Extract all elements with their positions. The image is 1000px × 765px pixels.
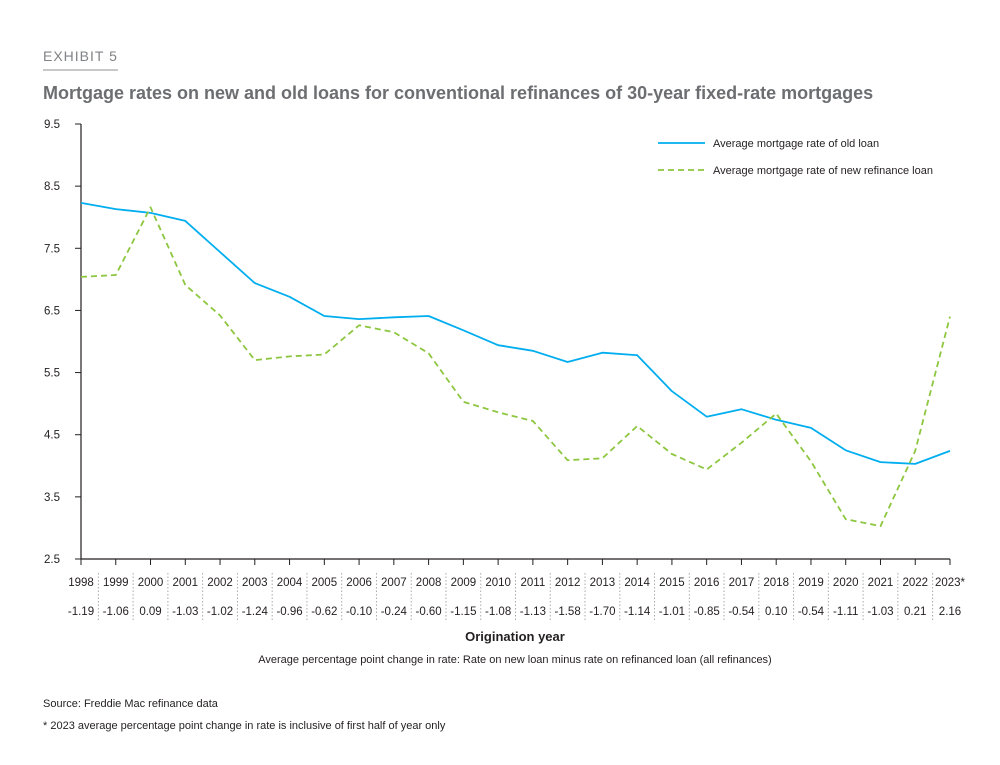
y-tick-label: 5.5 <box>44 368 60 380</box>
x-tick-label: 1998 <box>68 577 94 589</box>
x-tick-label: 2004 <box>277 577 303 589</box>
y-tick-label: 2.5 <box>44 554 60 566</box>
x-tick-label: 2005 <box>312 577 338 589</box>
change-value: -1.14 <box>624 606 651 618</box>
change-value: -1.13 <box>520 606 546 618</box>
x-tick-label: 2016 <box>694 577 720 589</box>
change-value: 2.16 <box>939 606 961 618</box>
x-tick-label: 2010 <box>485 577 511 589</box>
x-tick-label: 2018 <box>763 577 789 589</box>
x-axis-title: Origination year <box>465 629 565 644</box>
x-tick-label: 2015 <box>659 577 685 589</box>
change-row-caption: Average percentage point change in rate:… <box>258 654 772 666</box>
y-tick-label: 8.5 <box>44 181 60 193</box>
change-value: -1.06 <box>103 606 129 618</box>
change-value: -1.70 <box>589 606 615 618</box>
series-line-new-loan <box>80 206 951 527</box>
change-value: -0.54 <box>728 606 755 618</box>
x-tick-label: 2009 <box>451 577 477 589</box>
x-tick-label: 2020 <box>833 577 859 589</box>
change-value: -0.62 <box>311 606 337 618</box>
x-tick-label: 1999 <box>103 577 129 589</box>
x-tick-label: 2011 <box>521 577 546 589</box>
x-tick-label: 2001 <box>172 577 198 589</box>
y-tick-label: 3.5 <box>44 492 60 504</box>
x-tick-label: 2014 <box>624 577 650 589</box>
x-tick-label: 2006 <box>346 577 372 589</box>
x-tick-label: 2003 <box>242 577 268 589</box>
exhibit-label: EXHIBIT 5 <box>43 48 118 71</box>
change-value: 0.09 <box>139 606 161 618</box>
x-tick-label: 2012 <box>555 577 581 589</box>
change-value: -1.03 <box>172 606 198 618</box>
change-value: 0.10 <box>765 606 787 618</box>
change-value: -0.85 <box>694 606 720 618</box>
change-value: -1.01 <box>659 606 685 618</box>
legend-label: Average mortgage rate of old loan <box>713 138 879 150</box>
x-tick-label: 2007 <box>381 577 407 589</box>
change-value: -1.11 <box>833 606 858 618</box>
change-value: -0.60 <box>415 606 441 618</box>
chart-title: Mortgage rates on new and old loans for … <box>43 83 874 103</box>
change-value: -1.19 <box>68 606 94 618</box>
change-value: -1.24 <box>242 606 269 618</box>
y-tick-label: 9.5 <box>44 119 60 131</box>
x-tick-label: 2019 <box>798 577 824 589</box>
change-value: -0.96 <box>276 606 302 618</box>
change-value: -0.24 <box>381 606 408 618</box>
x-tick-label: 2022 <box>902 577 928 589</box>
change-value: -0.54 <box>798 606 825 618</box>
y-tick-label: 6.5 <box>44 305 60 317</box>
change-value: 0.21 <box>904 606 926 618</box>
change-value: -1.08 <box>485 606 511 618</box>
change-value: -0.10 <box>346 606 372 618</box>
change-value: -1.15 <box>450 606 476 618</box>
change-value: -1.58 <box>555 606 581 618</box>
series-line-old-loan <box>80 202 951 465</box>
x-tick-label: 2002 <box>207 577 233 589</box>
change-value: -1.02 <box>207 606 233 618</box>
x-tick-label: 2013 <box>590 577 616 589</box>
legend-label: Average mortgage rate of new refinance l… <box>713 165 933 177</box>
x-tick-label: 2008 <box>416 577 442 589</box>
footnote: * 2023 average percentage point change i… <box>43 720 446 732</box>
change-value: -1.03 <box>867 606 893 618</box>
x-tick-label: 2021 <box>868 577 894 589</box>
x-tick-label: 2000 <box>138 577 164 589</box>
x-tick-label: 2017 <box>729 577 755 589</box>
source-note: Source: Freddie Mac refinance data <box>43 698 218 710</box>
y-tick-label: 4.5 <box>44 430 60 442</box>
x-tick-label: 2023* <box>935 577 966 589</box>
y-tick-label: 7.5 <box>44 243 60 255</box>
